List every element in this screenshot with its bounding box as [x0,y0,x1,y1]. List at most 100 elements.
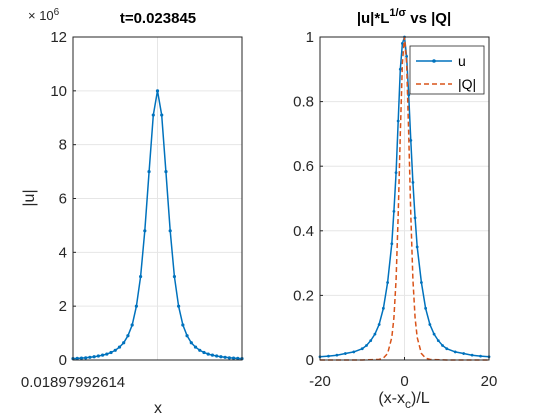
left-data-point [210,353,215,357]
left-data-point [84,356,88,360]
left-data-point [189,341,193,345]
left-data-point [79,356,84,360]
legend-u-label: u [458,53,466,69]
right-data-point [413,216,417,220]
right-y-tick-label: 0.6 [293,158,314,175]
left-data-point [126,334,130,338]
right-y-tick-label: 0 [306,352,314,369]
left-data-point [155,89,160,93]
left-data-point [96,354,100,358]
right-data-point [343,352,347,355]
left-data-point [202,350,206,355]
legend-u-marker [432,59,436,63]
right-x-tick-label: 20 [481,373,498,390]
left-data-point [236,356,240,360]
left-data-point [151,113,155,117]
right-data-point [400,42,404,45]
left-data-point [113,348,117,352]
right-data-point [327,354,330,358]
right-data-point [445,347,449,351]
left-y-label: |u| [21,189,38,206]
right-axes[interactable]: 0 0.2 0.4 0.6 0.8 1 -20 0 20 |u|*L1/σ vs |Q| (x… [293,7,497,411]
left-data-point [139,274,143,279]
left-data-point [122,341,126,345]
legend-box [409,45,485,95]
right-data-point [377,323,381,326]
left-data-point [206,352,210,356]
left-data-point [231,356,236,360]
legend-q-label: |Q| [458,76,476,92]
right-y-tick-label: 0.4 [293,223,314,240]
right-data-point [390,242,394,246]
right-data-point [373,332,377,336]
left-data-point [181,323,185,327]
right-data-point [428,323,432,326]
right-data-point [405,54,409,58]
right-data-point [420,281,423,284]
left-y-tick-label: 4 [59,244,67,261]
right-data-point [381,306,385,310]
left-data-point [198,348,202,352]
left-y-tick-label: 10 [50,83,67,100]
right-data-point [453,350,457,354]
right-data-point [369,339,373,343]
left-data-point [219,355,223,359]
left-data-point [215,354,219,358]
left-data-point [143,229,147,233]
right-grid [320,37,489,360]
left-y-tick-label: 6 [59,191,67,208]
right-data-point [398,67,402,71]
right-data-point [352,350,356,354]
right-data-point [335,353,339,357]
left-data-point [130,323,134,327]
left-data-point [223,355,227,359]
right-y-ticks: 0 0.2 0.4 0.6 0.8 1 [293,29,323,369]
right-data-point [436,339,440,343]
left-data-point [134,304,138,308]
left-data-point [172,274,176,279]
left-data-point [160,113,164,117]
right-x-tick-label: -20 [309,373,331,390]
left-axes[interactable]: 0 2 4 6 8 10 12 × 106 t=0.023845 0.01897992614… [21,7,244,417]
left-y-tick-label: 2 [59,298,67,315]
left-data-point [88,355,92,359]
left-y-tick-label: 8 [59,137,67,154]
right-data-point [394,171,398,175]
left-y-ticks: 0 2 4 6 8 10 12 [50,29,76,369]
right-data-point [462,352,466,355]
left-x-tick-label: 0.01897992614 [21,374,125,391]
left-y-tick-label: 0 [59,352,67,369]
left-data-point [168,229,172,233]
left-exponent: × 106 [28,7,60,23]
right-x-tick-label: 0 [400,373,408,390]
left-title: t=0.023845 [120,10,196,27]
right-data-point [479,354,482,358]
left-data-point [92,355,96,359]
right-data-point [392,210,396,213]
right-data-point [470,353,474,357]
left-series [71,89,244,361]
right-data-point [415,245,419,249]
right-data-point [432,332,436,336]
left-data-point [177,304,181,308]
left-data-point [75,356,79,360]
right-y-tick-label: 0.8 [293,94,314,111]
right-data-point [396,119,400,123]
left-data-point [193,345,198,349]
right-x-label: (x-xc)/L [378,390,429,411]
left-data-point [105,352,109,356]
left-data-point [147,169,151,174]
left-data-point [185,334,189,338]
left-x-label: x [154,400,162,417]
right-data-point [365,344,368,347]
left-data-point [100,353,105,357]
left-data-point [109,350,113,355]
right-data-point [424,306,428,310]
left-data-point [117,345,122,349]
left-data-point [164,169,168,174]
right-data-point [360,347,364,351]
legend[interactable]: u |Q| [409,45,485,95]
left-data-point [227,356,231,360]
right-y-tick-label: 0.2 [293,287,314,304]
